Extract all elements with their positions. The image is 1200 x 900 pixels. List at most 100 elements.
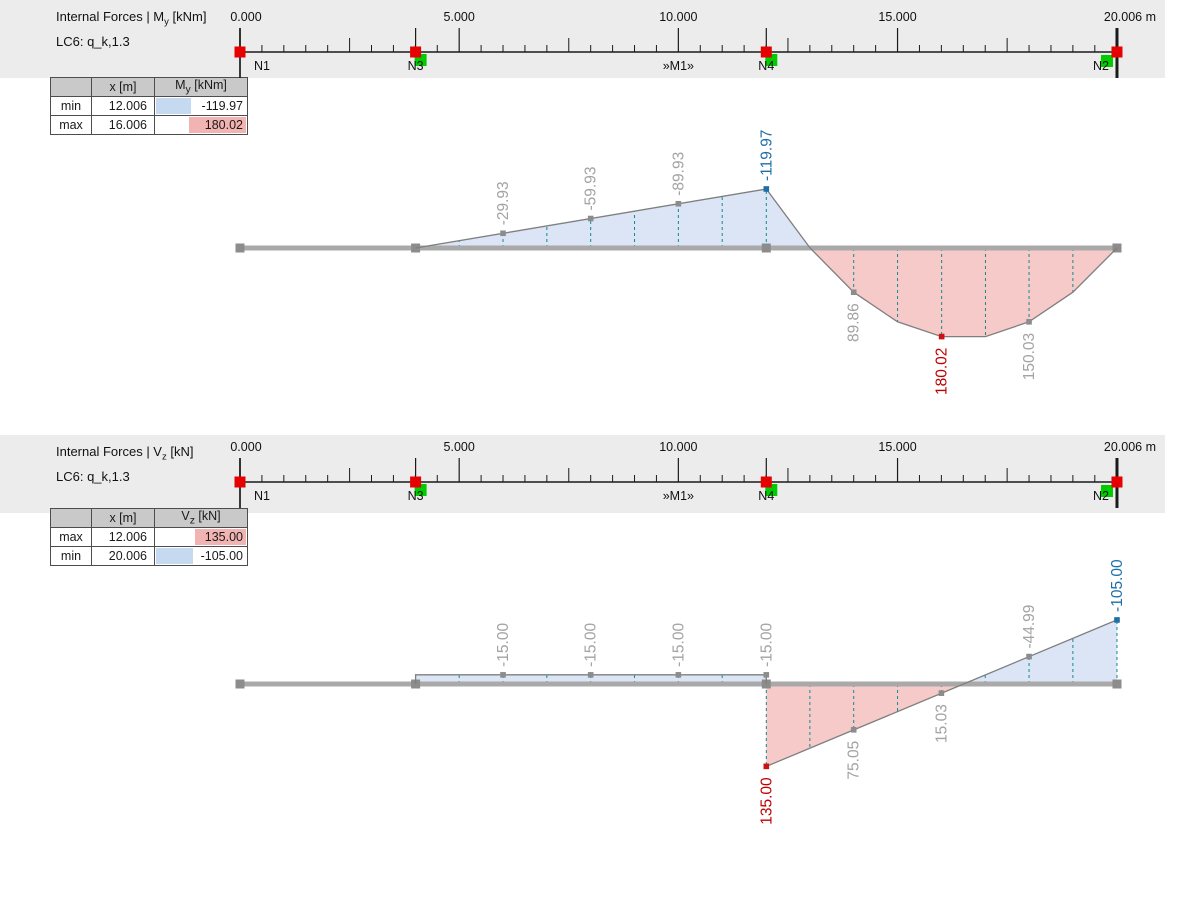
node-marker-red	[760, 46, 772, 58]
value-label: -119.97	[758, 130, 775, 181]
result-point-marker	[763, 763, 770, 770]
beam-node-square	[235, 679, 245, 689]
node-label: N3	[408, 59, 424, 73]
ruler: N1 N3 »M1» N4 N2 0.000 5.000 10.000 15.000 20.006…	[230, 10, 1156, 78]
minmax-table-vz: x [m] Vz [kN] max 12.006 135.00 min 20.006 -105…	[50, 508, 248, 566]
node-label: N2	[1093, 489, 1109, 503]
result-value-cell: 135.00	[154, 527, 248, 547]
value-highlight-bar	[156, 98, 191, 114]
node-marker-red	[760, 476, 772, 488]
diagram: -29.93 -59.93 -89.93 -119.97 89.86 180.02 150.…	[235, 130, 1122, 395]
value-label: -59.93	[583, 167, 600, 211]
node-marker-red	[234, 476, 246, 488]
result-point-marker	[938, 690, 945, 696]
title-subscript: y	[164, 16, 169, 28]
result-curve	[766, 683, 964, 767]
panel-moment-my: Internal Forces | My [kNm] LC6: q_k,1.3 …	[0, 0, 1200, 435]
result-point-marker	[1026, 653, 1032, 660]
result-value-cell: 180.02	[154, 115, 248, 135]
ruler-tick-label: 5.000	[444, 440, 475, 454]
diagram: -15.00 -15.00 -15.00 -15.00 135.00 75.05 15.03…	[235, 559, 1126, 825]
node-marker-red	[1111, 46, 1123, 58]
panel-title-line1: Internal Forces | Vz [kN]	[56, 442, 193, 467]
beam-node-square	[1112, 679, 1122, 689]
value-highlight-bar	[195, 529, 246, 545]
panel-title-line1: Internal Forces | My [kNm]	[56, 7, 206, 32]
value-label: -89.93	[670, 152, 687, 196]
result-point-marker	[850, 289, 857, 296]
result-value-cell: -105.00	[154, 546, 248, 566]
value-label: 15.03	[933, 704, 950, 743]
panel-shear-vz: Internal Forces | Vz [kN] LC6: q_k,1.3 x…	[0, 435, 1200, 870]
table-header-cell: My [kNm]	[154, 77, 248, 97]
ruler-tick-label: 15.000	[878, 10, 916, 24]
title-unit: [kN]	[166, 444, 194, 459]
value-label: -15.00	[758, 623, 775, 667]
node-marker-red	[410, 476, 422, 488]
node-label: N3	[408, 489, 424, 503]
value-label: -15.00	[583, 623, 600, 667]
table-header-cell	[50, 508, 92, 528]
loadcase-label: LC6: q_k,1.3	[56, 468, 130, 484]
moment-diagram: N1 N3 »M1» N4 N2 0.000 5.000 10.000 15.000 20.006…	[230, 10, 1156, 395]
node-marker-red	[410, 46, 422, 58]
table-row: max 16.006 180.02	[50, 115, 248, 135]
ruler-tick-label: 10.000	[659, 440, 697, 454]
panel-header-band	[0, 0, 1165, 78]
result-curve	[809, 247, 1118, 338]
result-point-marker	[1114, 617, 1120, 623]
beam-node-square	[235, 243, 245, 253]
x-value-cell: 16.006	[91, 115, 155, 135]
panel-title: Internal Forces | Vz [kN] LC6: q_k,1.3	[56, 442, 193, 486]
support-marker-green	[1100, 55, 1113, 67]
node-label: »M1»	[663, 489, 694, 503]
result-point-marker	[587, 672, 594, 678]
table-header-cell: x [m]	[91, 77, 155, 97]
value-label: 135.00	[758, 777, 775, 825]
diagram-region-negative	[415, 189, 811, 248]
result-point-marker	[675, 672, 682, 678]
panel-title: Internal Forces | My [kNm] LC6: q_k,1.3	[56, 7, 206, 51]
ruler-tick-label: 0.000	[230, 440, 261, 454]
node-marker-red	[234, 46, 246, 58]
value-label: -29.93	[495, 181, 512, 225]
ruler-tick-label: 15.000	[878, 440, 916, 454]
table-header-row: x [m] Vz [kN]	[50, 508, 248, 528]
row-label-cell: max	[50, 527, 92, 547]
beam-node-square	[761, 243, 771, 253]
value-label: 75.05	[846, 741, 863, 780]
value-highlight-bar	[188, 117, 246, 133]
result-point-marker	[763, 186, 770, 192]
ruler-tick-label: 0.000	[230, 10, 261, 24]
value-label: -105.00	[1109, 559, 1126, 612]
value-label: -15.00	[670, 623, 687, 667]
node-label: N1	[254, 489, 270, 503]
node-label: N4	[758, 59, 774, 73]
result-point-marker	[587, 215, 594, 222]
node-label: N4	[758, 489, 774, 503]
value-label: 150.03	[1021, 333, 1038, 380]
result-curve	[963, 619, 1118, 685]
ruler-tick-label: 20.006 m	[1104, 10, 1156, 24]
value-label: -44.99	[1021, 605, 1038, 649]
value-highlight-bar	[156, 548, 193, 564]
panel-header-band	[0, 435, 1165, 513]
node-label: N2	[1093, 59, 1109, 73]
ruler-tick-label: 5.000	[444, 10, 475, 24]
result-point-marker	[763, 672, 770, 678]
result-point-marker	[675, 200, 682, 207]
title-text: Internal Forces | V	[56, 444, 162, 459]
result-point-marker	[938, 333, 945, 340]
row-label-cell: max	[50, 115, 92, 135]
title-subscript: z	[161, 451, 167, 463]
support-marker-green	[1100, 485, 1113, 497]
result-point-marker	[1026, 319, 1032, 325]
shear-diagram: N1 N3 »M1» N4 N2 0.000 5.000 10.000 15.000 20.006…	[230, 440, 1156, 825]
value-label: -15.00	[495, 623, 512, 667]
title-text: Internal Forces | M	[56, 9, 165, 24]
value-label: 89.86	[846, 303, 863, 342]
node-marker-red	[1111, 476, 1123, 488]
ruler: N1 N3 »M1» N4 N2 0.000 5.000 10.000 15.000 20.006…	[230, 440, 1156, 508]
result-point-marker	[850, 726, 857, 733]
